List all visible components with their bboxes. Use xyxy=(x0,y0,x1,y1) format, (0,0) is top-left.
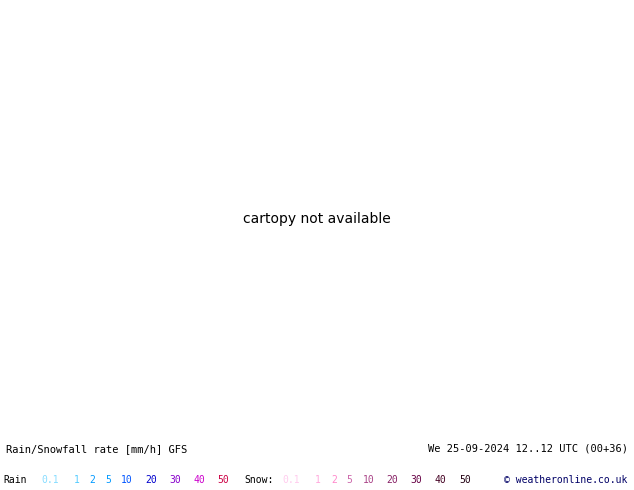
Text: 30: 30 xyxy=(169,475,181,486)
Text: We 25-09-2024 12..12 UTC (00+36): We 25-09-2024 12..12 UTC (00+36) xyxy=(428,444,628,454)
Text: 50: 50 xyxy=(459,475,471,486)
Text: 20: 20 xyxy=(387,475,399,486)
Text: 0.1: 0.1 xyxy=(41,475,59,486)
Text: cartopy not available: cartopy not available xyxy=(243,212,391,225)
Text: 0.1: 0.1 xyxy=(283,475,301,486)
Text: 10: 10 xyxy=(363,475,375,486)
Text: 1: 1 xyxy=(74,475,79,486)
Text: 50: 50 xyxy=(217,475,230,486)
Text: 1: 1 xyxy=(315,475,321,486)
Text: 10: 10 xyxy=(121,475,133,486)
Text: 40: 40 xyxy=(435,475,447,486)
Text: 5: 5 xyxy=(347,475,353,486)
Text: Snow:: Snow: xyxy=(245,475,274,486)
Text: 2: 2 xyxy=(331,475,337,486)
Text: 2: 2 xyxy=(89,475,95,486)
Text: Rain: Rain xyxy=(3,475,27,486)
Text: 40: 40 xyxy=(193,475,205,486)
Text: © weatheronline.co.uk: © weatheronline.co.uk xyxy=(504,475,628,486)
Text: 30: 30 xyxy=(411,475,423,486)
Text: 20: 20 xyxy=(145,475,157,486)
Text: 5: 5 xyxy=(105,475,111,486)
Text: Rain/Snowfall rate [mm/h] GFS: Rain/Snowfall rate [mm/h] GFS xyxy=(6,444,188,454)
